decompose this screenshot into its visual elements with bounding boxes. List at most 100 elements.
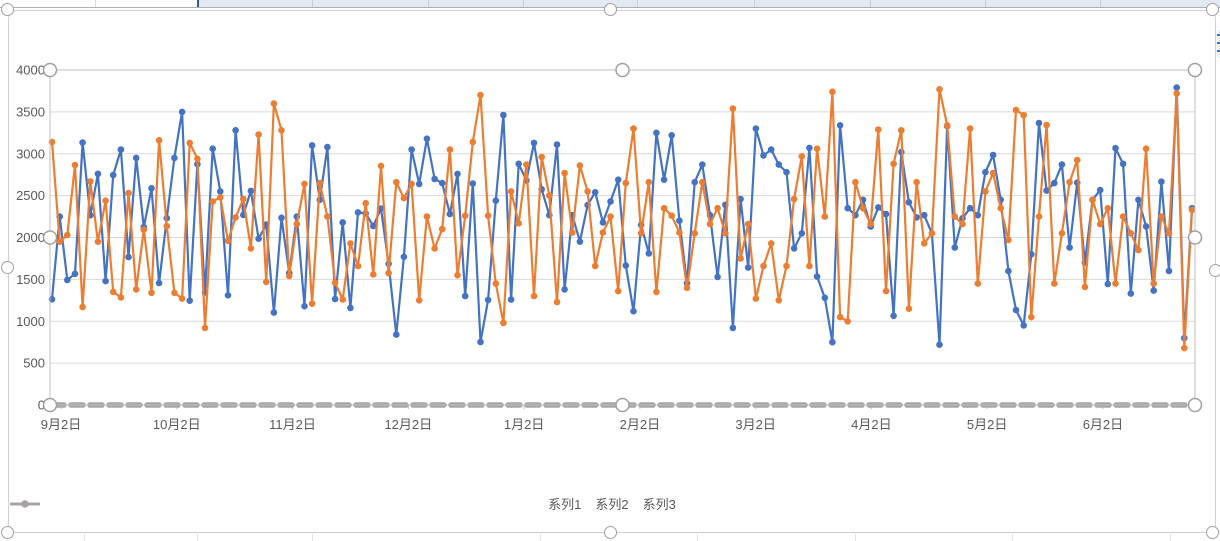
data-point[interactable] xyxy=(676,217,683,224)
data-point[interactable] xyxy=(125,253,132,261)
data-point[interactable] xyxy=(377,205,385,212)
data-point[interactable] xyxy=(408,180,415,188)
data-point[interactable] xyxy=(744,264,752,271)
data-point[interactable] xyxy=(714,204,721,212)
data-point[interactable] xyxy=(1005,267,1012,275)
plot-resize-handle-top-left[interactable] xyxy=(42,62,58,78)
data-point[interactable] xyxy=(966,125,974,132)
data-point[interactable] xyxy=(308,142,316,149)
data-point[interactable] xyxy=(1058,230,1066,237)
data-point[interactable] xyxy=(744,220,752,228)
data-point[interactable] xyxy=(171,289,178,297)
data-point[interactable] xyxy=(775,297,783,304)
data-point[interactable] xyxy=(308,300,316,308)
data-point[interactable] xyxy=(798,230,806,237)
data-point[interactable] xyxy=(1142,223,1150,230)
data-point[interactable] xyxy=(324,213,331,220)
data-point[interactable] xyxy=(484,296,492,304)
data-point[interactable] xyxy=(1043,121,1050,129)
data-point[interactable] xyxy=(691,178,698,186)
data-point[interactable] xyxy=(400,194,408,202)
data-point[interactable] xyxy=(469,138,477,146)
data-point[interactable] xyxy=(653,129,660,137)
data-point[interactable] xyxy=(637,230,645,237)
data-point[interactable] xyxy=(446,210,454,218)
data-point[interactable] xyxy=(1135,246,1142,254)
data-point[interactable] xyxy=(1012,106,1020,114)
data-point[interactable] xyxy=(109,288,117,296)
data-point[interactable] xyxy=(217,194,224,201)
data-point[interactable] xyxy=(752,295,760,302)
data-point[interactable] xyxy=(1104,204,1112,212)
chart-resize-handle-top-middle[interactable] xyxy=(604,3,617,16)
data-point[interactable] xyxy=(1104,280,1112,288)
data-point[interactable] xyxy=(507,296,515,303)
data-point[interactable] xyxy=(1181,344,1188,352)
data-point[interactable] xyxy=(630,125,637,132)
data-point[interactable] xyxy=(377,162,385,170)
data-point[interactable] xyxy=(461,292,469,300)
data-point[interactable] xyxy=(829,88,836,96)
data-point[interactable] xyxy=(324,143,331,151)
data-point[interactable] xyxy=(1112,280,1119,287)
data-point[interactable] xyxy=(813,273,821,280)
data-point[interactable] xyxy=(102,197,109,204)
data-point[interactable] xyxy=(500,319,507,327)
data-point[interactable] xyxy=(201,324,209,332)
data-point[interactable] xyxy=(178,295,186,302)
data-point[interactable] xyxy=(905,305,913,313)
data-point[interactable] xyxy=(767,146,775,153)
data-point[interactable] xyxy=(1127,290,1135,297)
data-point[interactable] xyxy=(125,189,132,197)
data-point[interactable] xyxy=(523,161,530,168)
data-point[interactable] xyxy=(821,294,829,302)
legend-item-series1[interactable]: 系列1 xyxy=(10,498,581,512)
data-point[interactable] xyxy=(576,238,584,245)
chart-resize-handle-bottom-right[interactable] xyxy=(1206,526,1219,539)
data-point[interactable] xyxy=(232,214,239,221)
data-point[interactable] xyxy=(477,338,484,346)
data-point[interactable] xyxy=(1150,280,1157,287)
data-point[interactable] xyxy=(997,204,1004,212)
data-point[interactable] xyxy=(806,262,813,270)
data-point[interactable] xyxy=(331,295,339,303)
data-point[interactable] xyxy=(194,155,201,163)
data-point[interactable] xyxy=(354,209,362,216)
data-point[interactable] xyxy=(1158,213,1165,220)
data-point[interactable] xyxy=(1035,213,1043,220)
data-point[interactable] xyxy=(943,122,951,129)
plot-resize-handle-top-middle[interactable] xyxy=(615,62,630,78)
data-point[interactable] xyxy=(737,195,744,203)
data-point[interactable] xyxy=(423,135,431,142)
data-point[interactable] xyxy=(385,269,392,277)
data-point[interactable] xyxy=(1096,186,1104,194)
data-point[interactable] xyxy=(255,131,262,138)
data-point[interactable] xyxy=(829,338,836,346)
data-point[interactable] xyxy=(1058,161,1066,168)
data-point[interactable] xyxy=(645,250,653,257)
data-point[interactable] xyxy=(1012,306,1020,314)
data-point[interactable] xyxy=(431,245,438,252)
data-point[interactable] xyxy=(64,231,71,239)
data-point[interactable] xyxy=(94,170,102,178)
data-point[interactable] xyxy=(1158,178,1165,185)
plot-resize-handle-top-right[interactable] xyxy=(1187,62,1203,78)
data-point[interactable] xyxy=(882,287,890,295)
data-point[interactable] xyxy=(1135,196,1142,204)
data-point[interactable] xyxy=(71,270,79,278)
data-point[interactable] xyxy=(699,178,706,186)
data-point[interactable] xyxy=(591,262,599,270)
data-point[interactable] xyxy=(293,220,301,228)
data-point[interactable] xyxy=(1089,196,1096,204)
data-point[interactable] xyxy=(56,238,63,245)
data-point[interactable] xyxy=(622,262,630,269)
data-point[interactable] xyxy=(186,139,193,147)
data-point[interactable] xyxy=(148,289,155,297)
data-point[interactable] xyxy=(699,161,706,168)
data-point[interactable] xyxy=(683,284,691,292)
data-point[interactable] xyxy=(691,230,698,237)
data-point[interactable] xyxy=(224,292,232,299)
data-point[interactable] xyxy=(599,229,607,236)
data-point[interactable] xyxy=(484,212,492,219)
data-point[interactable] xyxy=(722,230,729,237)
